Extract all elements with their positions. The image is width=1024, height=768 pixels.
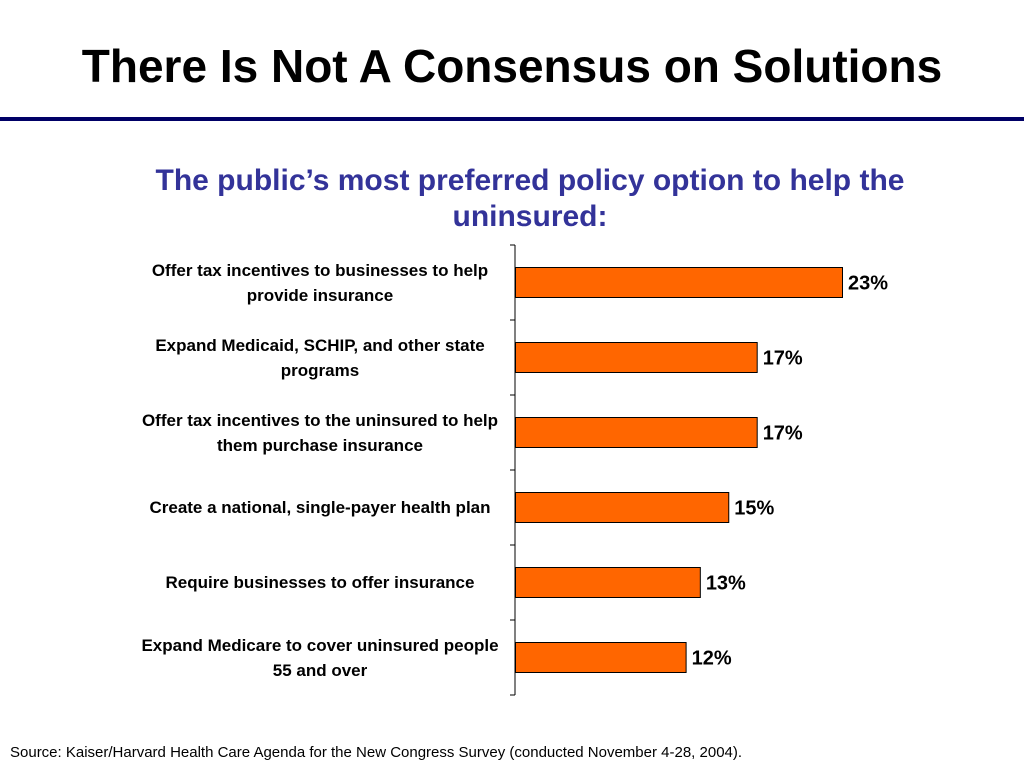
data-label: 15% bbox=[734, 498, 774, 520]
category-label: Require businesses to offer insurance bbox=[165, 573, 475, 592]
category-label: Offer tax incentives to businesses to he… bbox=[151, 260, 489, 305]
bar bbox=[515, 267, 843, 298]
bar bbox=[515, 342, 758, 373]
chart-title: The public’s most preferred policy optio… bbox=[155, 164, 905, 233]
bar bbox=[515, 492, 730, 523]
bar bbox=[515, 417, 758, 448]
data-label: 17% bbox=[763, 348, 803, 370]
category-label: Offer tax incentives to the uninsured to… bbox=[141, 410, 499, 455]
source-note: Source: Kaiser/Harvard Health Care Agend… bbox=[10, 744, 743, 761]
bar-chart: 23% 17% 17% 15% 13% 12% bbox=[510, 244, 888, 696]
category-label: Expand Medicare to cover uninsured peopl… bbox=[141, 635, 499, 680]
bar bbox=[515, 642, 687, 673]
bar bbox=[515, 567, 701, 598]
category-label: Create a national, single-payer health p… bbox=[149, 498, 491, 517]
data-label: 23% bbox=[848, 273, 888, 295]
slide-title: There Is Not A Consensus on Solutions bbox=[81, 40, 943, 92]
data-label: 13% bbox=[706, 573, 746, 595]
data-label: 17% bbox=[763, 423, 803, 445]
data-label: 12% bbox=[692, 648, 732, 670]
title-divider bbox=[0, 117, 1024, 121]
category-label: Expand Medicaid, SCHIP, and other state … bbox=[155, 335, 485, 380]
